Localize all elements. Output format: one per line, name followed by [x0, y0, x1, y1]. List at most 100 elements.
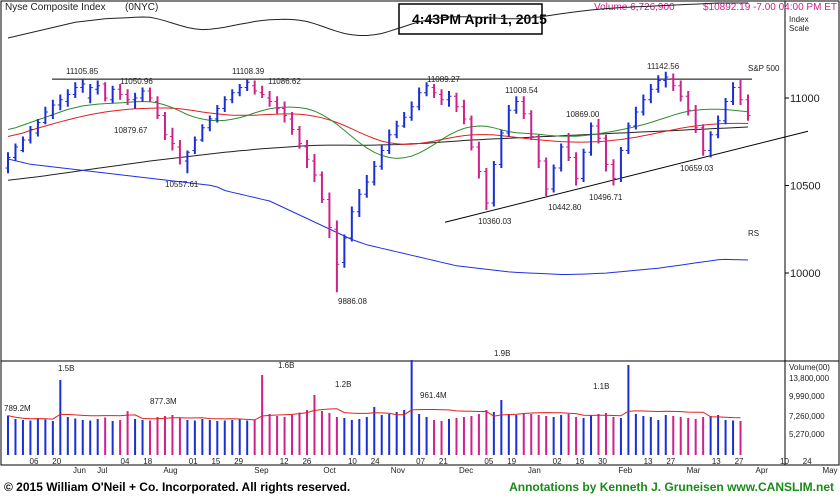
x-axis-label: 19: [507, 457, 516, 466]
x-axis-label: 24: [371, 457, 380, 466]
x-axis-label: 13: [712, 457, 721, 466]
x-axis-label: 18: [143, 457, 152, 466]
price-bar: [700, 124, 706, 156]
sma-red-line: [7, 107, 749, 145]
price-bar: [57, 94, 63, 111]
price-bar: [483, 168, 489, 210]
x-axis-label: 27: [735, 457, 744, 466]
price-bar: [304, 140, 310, 168]
price-annotation: 11089.27: [427, 75, 460, 84]
x-axis-label: 02: [553, 457, 562, 466]
price-bar: [573, 152, 579, 186]
x-axis-label: Jan: [528, 466, 541, 475]
price-bar: [603, 134, 609, 172]
price-bar: [27, 126, 33, 144]
price-bar: [364, 175, 370, 198]
price-bar: [588, 122, 594, 156]
price-annotation: 10442.80: [548, 203, 582, 212]
price-bar: [476, 141, 482, 179]
price-bar: [439, 89, 445, 105]
x-axis-label: Mar: [687, 466, 701, 475]
price-bar: [730, 82, 736, 105]
price-bar: [162, 112, 168, 140]
price-annotation: 11086.62: [268, 77, 301, 86]
price-bar: [237, 84, 243, 97]
price-bar: [640, 94, 646, 116]
index-symbol: (0NYC): [125, 2, 158, 13]
price-bar: [528, 110, 534, 140]
volume-tick-label: 7,260,000: [789, 412, 825, 421]
price-bar: [678, 80, 684, 102]
x-axis-label: 26: [302, 457, 311, 466]
price-bar: [169, 127, 175, 151]
price-bar: [446, 91, 452, 107]
price-annotation: 11050.96: [120, 77, 153, 86]
x-axis-label: 15: [211, 457, 220, 466]
x-axis-label: 12: [280, 457, 289, 466]
price-bar: [87, 84, 93, 104]
price-bar: [610, 159, 616, 186]
price-bar: [125, 89, 131, 105]
price-bar: [274, 96, 280, 114]
price-bar: [506, 105, 512, 137]
price-bar: [214, 105, 220, 123]
volume-average-line: [7, 408, 741, 421]
price-tick-label: 10000: [790, 268, 821, 280]
sp500-line: [7, 2, 748, 39]
volume-header: Volume 6,726,900: [594, 2, 675, 13]
x-axis-label: 24: [803, 457, 812, 466]
x-axis-label: 21: [439, 457, 448, 466]
index-scale-label: Index: [789, 15, 809, 24]
volume-tick-label: 5,270,000: [789, 430, 825, 439]
price-tick-label: 10500: [790, 181, 821, 193]
price-bar: [334, 220, 340, 293]
price-bar: [147, 87, 153, 102]
price-bar: [110, 85, 116, 104]
price-bar: [431, 84, 437, 98]
x-axis-label: Dec: [459, 466, 473, 475]
x-axis-label: Aug: [163, 466, 177, 475]
price-bar: [491, 161, 497, 207]
price-bar: [42, 106, 48, 125]
index-scale-label-2: Scale: [789, 24, 810, 33]
price-bar: [177, 140, 183, 165]
price-header: $10892.19 -7.00 04:00 PM ET: [703, 2, 837, 13]
price-annotation: 10879.67: [114, 126, 148, 135]
price-bar: [326, 192, 332, 238]
sma200-line: [7, 126, 749, 181]
price-bar: [625, 122, 631, 154]
price-bar: [461, 99, 467, 125]
price-bar: [222, 96, 228, 112]
price-bar: [259, 85, 265, 98]
price-bar: [282, 101, 288, 123]
price-bar: [311, 154, 317, 182]
price-bar: [513, 96, 519, 114]
price-bar: [50, 99, 56, 119]
price-bar: [498, 129, 504, 168]
x-axis-label: 01: [189, 457, 198, 466]
price-bar: [95, 80, 101, 95]
price-bar: [379, 145, 385, 170]
price-bar: [5, 152, 11, 174]
price-bar: [65, 89, 71, 107]
price-bar: [199, 124, 205, 142]
rs-line: [7, 158, 749, 275]
price-bar: [581, 148, 587, 182]
x-axis-label: Jul: [97, 466, 107, 475]
price-bar: [738, 78, 744, 105]
price-bar: [297, 126, 303, 149]
price-annotation: 10360.03: [478, 217, 512, 226]
x-axis-label: May: [822, 466, 837, 475]
price-annotation: 11108.39: [232, 67, 265, 76]
x-axis-label: 06: [30, 457, 39, 466]
price-bar: [394, 120, 400, 139]
price-bar: [140, 87, 146, 102]
price-bar: [80, 78, 86, 93]
price-annotation: 10659.03: [680, 164, 714, 173]
x-axis-label: Nov: [391, 466, 405, 475]
volume-annotation: 1.9B: [494, 349, 510, 358]
price-bar: [349, 206, 355, 242]
index-name: Nyse Composite Index: [5, 2, 106, 13]
price-bar: [244, 78, 250, 91]
